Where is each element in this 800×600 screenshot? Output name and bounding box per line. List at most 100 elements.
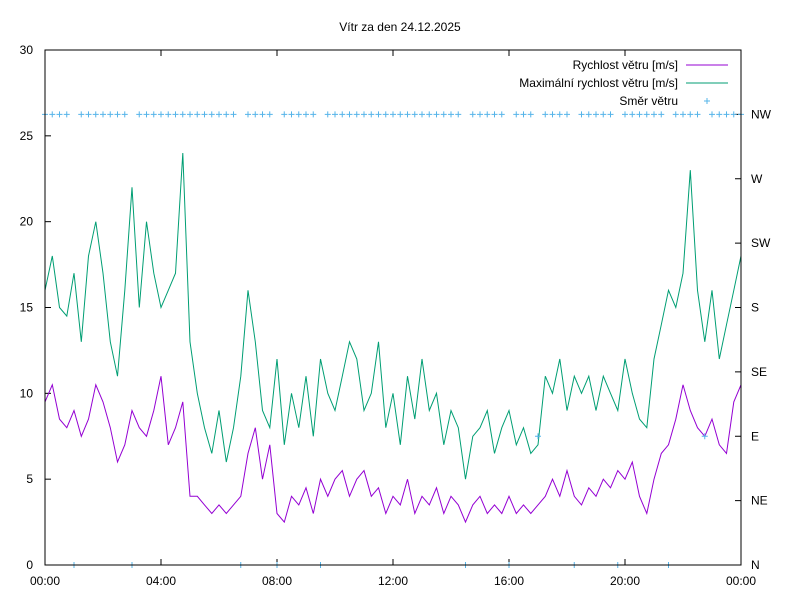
legend-label: Směr větru [619, 94, 678, 108]
direction-point [701, 433, 708, 440]
direction-point [564, 111, 570, 118]
y2-tick-label: NE [751, 494, 768, 508]
direction-point [165, 111, 172, 118]
direction-point [585, 111, 592, 118]
direction-point [303, 111, 309, 118]
direction-point [535, 433, 541, 440]
y-tick-label: 15 [20, 301, 34, 315]
series-1 [44, 152, 742, 480]
direction-point [680, 111, 686, 118]
direction-point [194, 111, 201, 118]
direction-point [216, 111, 222, 118]
direction-point [100, 111, 106, 118]
direction-point [730, 111, 737, 118]
direction-point [629, 111, 636, 118]
direction-point [259, 111, 266, 118]
direction-point [56, 111, 63, 118]
direction-point [600, 111, 607, 118]
direction-point [716, 111, 723, 118]
y-tick-label: 10 [20, 386, 34, 400]
y2-tick-label: NW [751, 107, 772, 121]
direction-point [419, 111, 425, 118]
series-0 [44, 376, 742, 524]
series-line [44, 152, 742, 480]
direction-point [498, 111, 505, 118]
x-tick-label: 00:00 [30, 574, 60, 588]
direction-point [404, 111, 411, 118]
direction-point [607, 111, 614, 118]
direction-point [252, 111, 259, 118]
direction-point [332, 111, 338, 118]
direction-point [636, 111, 643, 118]
direction-point [426, 111, 433, 118]
direction-point [397, 111, 404, 118]
direction-point [527, 111, 534, 118]
direction-point [672, 111, 679, 118]
y2-tick-label: W [751, 172, 763, 186]
direction-point [709, 111, 715, 118]
direction-point [484, 111, 491, 118]
direction-point [150, 111, 157, 118]
direction-point [179, 111, 186, 118]
legend-label: Rychlost větru [m/s] [573, 58, 678, 72]
direction-point [288, 111, 295, 118]
direction-point [469, 111, 476, 118]
direction-point [339, 111, 346, 118]
direction-point [368, 111, 375, 118]
x-tick-label: 04:00 [146, 574, 176, 588]
direction-point [295, 111, 302, 118]
direction-point [49, 111, 56, 118]
legend-swatch [704, 98, 710, 104]
direction-point [361, 111, 367, 118]
direction-point [375, 111, 382, 118]
x-tick-label: 12:00 [378, 574, 408, 588]
direction-point [78, 111, 85, 118]
direction-point [433, 111, 440, 118]
y-tick-label: 25 [20, 129, 34, 143]
direction-point [520, 111, 527, 118]
y-tick-label: 0 [26, 558, 33, 572]
direction-point [187, 111, 193, 118]
direction-point [310, 111, 317, 118]
direction-point [477, 111, 483, 118]
direction-point [172, 111, 179, 118]
direction-point [92, 111, 99, 118]
direction-point [622, 111, 628, 118]
direction-point [382, 111, 389, 118]
x-tick-label: 08:00 [262, 574, 292, 588]
direction-point [593, 111, 599, 118]
x-tick-label: 16:00 [494, 574, 524, 588]
direction-point [208, 111, 215, 118]
direction-point [143, 111, 150, 118]
direction-point [390, 111, 396, 118]
direction-point [694, 111, 701, 118]
y2-tick-label: SW [751, 236, 771, 250]
direction-point [223, 111, 230, 118]
y2-tick-label: N [751, 558, 760, 572]
y-tick-label: 20 [20, 215, 34, 229]
direction-point [63, 111, 70, 118]
direction-point [324, 111, 331, 118]
direction-point [549, 111, 556, 118]
y-tick-label: 30 [20, 43, 34, 57]
direction-point [542, 111, 549, 118]
direction-point [107, 111, 114, 118]
direction-point [346, 111, 353, 118]
direction-point [136, 111, 143, 118]
direction-point [440, 111, 447, 118]
direction-point [455, 111, 462, 118]
direction-point [491, 111, 498, 118]
direction-point [723, 111, 730, 118]
direction-point [578, 111, 585, 118]
legend: Rychlost větru [m/s] Maximální rychlost v… [519, 58, 728, 108]
y2-tick-label: S [751, 301, 759, 315]
y2-tick-label: E [751, 429, 759, 443]
direction-point [245, 111, 251, 118]
direction-point [230, 111, 237, 118]
series-line [44, 376, 742, 524]
direction-point [513, 111, 520, 118]
plot-frame [44, 49, 742, 566]
direction-point [353, 111, 360, 118]
direction-point [448, 111, 454, 118]
